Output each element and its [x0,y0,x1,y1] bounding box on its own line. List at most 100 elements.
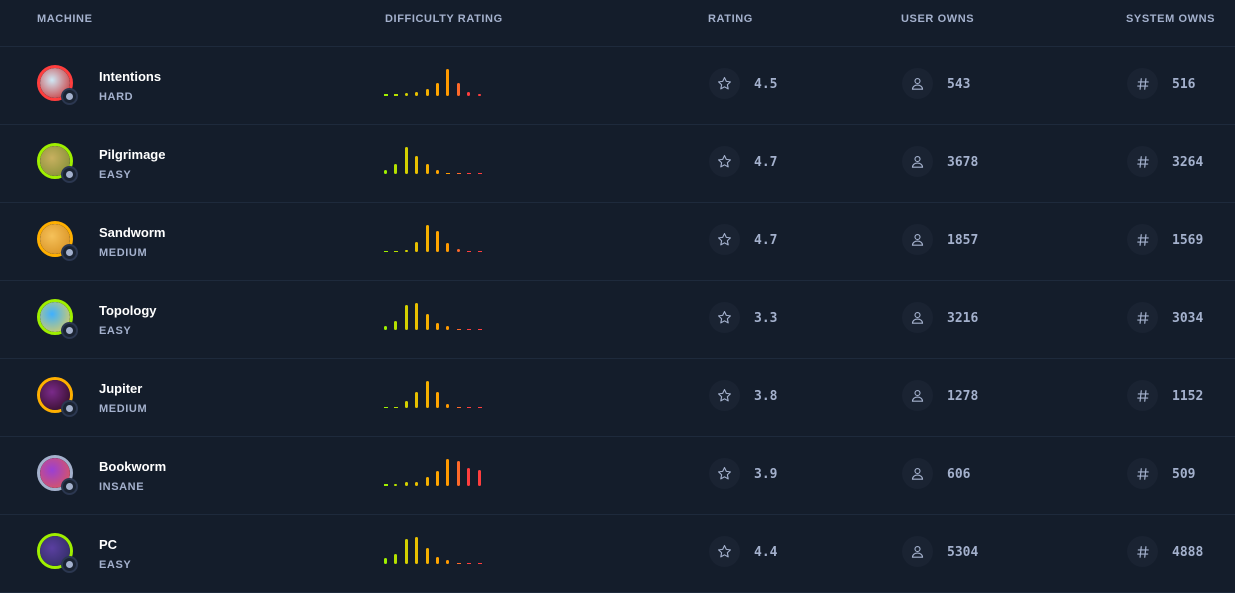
penguin-icon [66,249,73,256]
difficulty-bar [394,321,398,330]
difficulty-bar [404,482,408,486]
difficulty-bar [425,163,429,174]
difficulty-bar [384,558,387,564]
difficulty-bar [415,156,419,174]
machine-name[interactable]: Bookworm [99,459,167,474]
user-owns-value: 543 [947,77,971,92]
difficulty-bar [456,82,460,96]
difficulty-bar [456,460,460,486]
machine-avatar[interactable] [37,455,73,491]
machine-name[interactable]: Jupiter [99,381,143,396]
header-machine[interactable]: MACHINE [37,13,93,25]
machine-name[interactable]: Intentions [99,69,162,84]
machine-difficulty: MEDIUM [99,247,148,259]
table-row-sandworm[interactable]: Sandworm MEDIUM 4.7 1857 1569 [0,203,1235,281]
penguin-icon [66,561,73,568]
table-row-pc[interactable]: PC EASY 4.4 5304 4888 [0,515,1235,593]
system-owns-value: 1152 [1172,389,1204,404]
difficulty-bar [394,553,398,564]
machine-name[interactable]: Pilgrimage [99,147,166,162]
difficulty-bar [415,391,419,408]
difficulty-bar [446,560,450,564]
table-row-jupiter[interactable]: Jupiter MEDIUM 3.8 1278 1152 [0,359,1235,437]
difficulty-bar [477,406,482,408]
difficulty-bar [477,250,482,252]
difficulty-bar [404,304,408,330]
difficulty-bar [446,403,450,408]
difficulty-bar [467,468,471,486]
difficulty-bar [467,250,472,252]
system-owns-value: 4888 [1172,545,1204,560]
difficulty-bar [446,243,450,252]
difficulty-bar [446,326,450,330]
table-row-topology[interactable]: Topology EASY 3.3 3216 3034 [0,281,1235,359]
header-system-owns[interactable]: SYSTEM OWNS [1126,13,1216,25]
star-icon[interactable] [709,68,740,99]
difficulty-bar [467,92,471,96]
user-icon [902,380,933,411]
linux-os-icon [61,556,78,573]
difficulty-bar [384,169,387,174]
difficulty-bar [404,538,408,564]
difficulty-bar [394,94,399,96]
machine-avatar[interactable] [37,299,73,335]
difficulty-bar [384,94,388,96]
difficulty-bar [436,231,439,252]
table-row-bookworm[interactable]: Bookworm INSANE 3.9 606 509 [0,437,1235,515]
penguin-icon [66,93,73,100]
difficulty-bar [456,406,461,408]
table-row-pilgrimage[interactable]: Pilgrimage EASY 4.7 3678 3264 [0,125,1235,203]
difficulty-bar [436,391,439,408]
star-icon[interactable] [709,380,740,411]
star-icon[interactable] [709,536,740,567]
system-owns-value: 1569 [1172,233,1204,248]
machine-difficulty: EASY [99,559,132,571]
difficulty-bar [384,484,388,486]
star-icon[interactable] [709,146,740,177]
user-icon [902,536,933,567]
difficulty-chart [384,218,484,252]
table-row-intentions[interactable]: Intentions HARD 4.5 543 516 [0,47,1235,125]
difficulty-bar [394,483,398,486]
linux-os-icon [61,88,78,105]
linux-os-icon [61,166,78,183]
rating-value: 4.7 [754,155,778,170]
rating-value: 3.9 [754,467,778,482]
difficulty-bar [425,313,429,330]
linux-os-icon [61,322,78,339]
user-owns-value: 3216 [947,311,979,326]
user-icon [902,302,933,333]
header-rating[interactable]: RATING [708,13,753,25]
rating-value: 4.5 [754,77,778,92]
user-owns-value: 1278 [947,389,979,404]
difficulty-bar [384,406,388,408]
difficulty-bar [436,471,439,486]
machine-name[interactable]: PC [99,537,118,552]
machine-name[interactable]: Topology [99,303,157,318]
difficulty-chart [384,374,484,408]
difficulty-bar [436,170,439,174]
header-difficulty-rating[interactable]: DIFFICULTY RATING [385,13,503,25]
difficulty-bar [436,83,439,96]
user-owns-value: 3678 [947,155,979,170]
rating-value: 4.7 [754,233,778,248]
difficulty-chart [384,140,484,174]
hash-icon [1127,380,1158,411]
star-icon[interactable] [709,458,740,489]
difficulty-bar [477,562,482,564]
machine-difficulty: EASY [99,169,132,181]
star-icon[interactable] [709,302,740,333]
difficulty-bar [477,328,482,330]
star-icon[interactable] [709,224,740,255]
hash-icon [1127,458,1158,489]
header-user-owns[interactable]: USER OWNS [901,13,975,25]
machine-name[interactable]: Sandworm [99,225,166,240]
difficulty-bar [456,562,461,564]
difficulty-bar [415,537,419,564]
difficulty-chart [384,452,484,486]
penguin-icon [66,171,73,178]
difficulty-bar [415,92,419,96]
system-owns-value: 516 [1172,77,1196,92]
system-owns-value: 509 [1172,467,1196,482]
